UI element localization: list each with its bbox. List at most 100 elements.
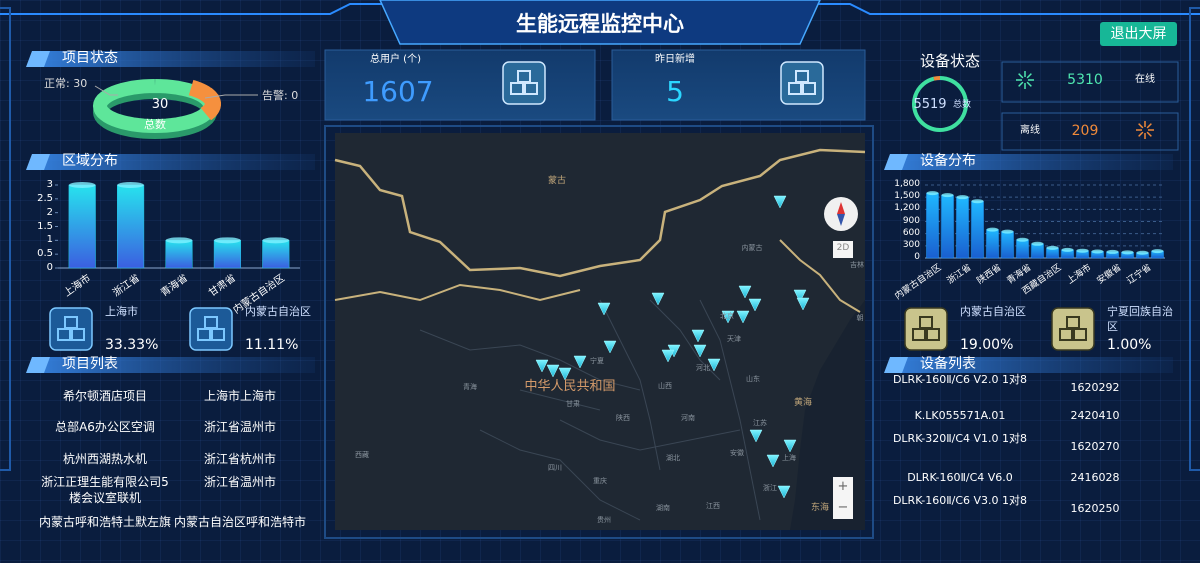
map-label: 湖北 (666, 454, 680, 462)
map-marker (558, 367, 572, 381)
map-label: 安徽 (730, 449, 744, 457)
bar-cap (926, 191, 939, 196)
y-tick-label: 1,800 (894, 179, 920, 189)
bar (165, 240, 193, 269)
bar-cap (1061, 247, 1074, 252)
share-name: 内蒙古自治区 (960, 305, 1026, 318)
map-label: 重庆 (593, 477, 607, 485)
map-marker (783, 439, 797, 453)
map-marker (749, 429, 763, 443)
list-cell: DLRK-160Ⅱ/C6 V2.0 1对8 (892, 373, 1028, 386)
map-label: 河南 (681, 414, 695, 422)
map-marker (691, 329, 705, 343)
map-label: 宁夏 (590, 357, 604, 365)
donut-highlight (188, 79, 221, 121)
y-tick-label: 2 (46, 206, 53, 218)
panel-header-bar (32, 154, 315, 170)
y-tick-label: 0 (914, 252, 920, 262)
map-label: 陕西 (616, 414, 630, 422)
panel-header-bar (890, 357, 1173, 373)
new-label: 昨日新增 (655, 54, 695, 65)
map-label: 黄海 (793, 398, 812, 408)
map-marker (603, 340, 617, 354)
map-border (334, 283, 581, 302)
exit-button[interactable]: 退出大屏 (1110, 26, 1167, 42)
list-cell: DLRK-160Ⅱ/C4 V6.0 (907, 471, 1013, 484)
map-label: 中华人民共和国 (524, 379, 616, 394)
map-province-line (419, 329, 641, 391)
panel-header-accent (26, 154, 50, 170)
stat-icon-block (510, 82, 524, 95)
right-edge (1189, 7, 1200, 471)
stat-icon-block (1073, 328, 1087, 341)
gauge-total: 5519 (913, 97, 947, 112)
map-marker (748, 298, 762, 312)
map-province-line (649, 299, 721, 381)
stat-icon-block (788, 82, 802, 95)
panel-header-accent (884, 357, 908, 373)
list-cell: 内蒙古自治区呼和浩特市 (173, 515, 306, 529)
panel-title: 项目列表 (62, 356, 118, 372)
share-name: 内蒙古自治区 (245, 305, 311, 318)
y-tick-label: 600 (902, 227, 920, 238)
gauge-label: 总数 (952, 100, 971, 110)
bar-cap (1001, 229, 1014, 234)
list-cell: 1620250 (1070, 502, 1120, 515)
map-marker (597, 302, 611, 316)
list-cell: 1620292 (1070, 381, 1120, 394)
share-name: 宁夏回族自治区 (1107, 305, 1173, 333)
y-tick-label: 0 (46, 262, 53, 273)
bar (971, 200, 984, 259)
share-value: 11.11% (245, 337, 299, 353)
list-cell: 浙江省杭州市 (203, 452, 276, 466)
map-province-line (699, 299, 761, 521)
map-label: 贵州 (597, 516, 611, 524)
map-label: 内蒙古 (741, 244, 763, 252)
map-label: 蒙古 (547, 176, 566, 186)
map-2d-button: 2D (836, 243, 850, 253)
list-cell: 浙江正理生能有限公司5楼会议室联机 (41, 475, 169, 506)
map-label: 东海 (810, 503, 829, 513)
users-value: 1607 (362, 75, 434, 108)
list-cell: DLRK-160Ⅱ/C6 V3.0 1对8 (892, 494, 1028, 507)
map-zoom-in: + (837, 479, 849, 494)
y-tick-label: 1,200 (894, 203, 920, 214)
stat-icon-block (524, 82, 538, 95)
stat-icon-block (211, 328, 225, 341)
map-marker (661, 349, 675, 363)
y-tick-label: 300 (902, 239, 920, 250)
bar-cap (1091, 249, 1104, 254)
exit-button-bg (1100, 22, 1177, 46)
map-marker (766, 454, 780, 468)
bar (213, 240, 241, 269)
normal-label: 正常: 30 (44, 77, 88, 90)
offline-label: 离线 (1020, 125, 1040, 136)
map-frame (324, 125, 874, 539)
map-label: 四川 (548, 464, 562, 472)
bar (941, 194, 954, 259)
bar (1031, 243, 1044, 259)
online-box (1001, 61, 1179, 103)
bar-cap (214, 237, 241, 244)
list-cell: 2416028 (1070, 471, 1120, 484)
bar (926, 192, 939, 259)
bar-cap (941, 193, 954, 198)
map-marker (793, 289, 807, 303)
status-icon-ray (1018, 73, 1024, 79)
bar (68, 184, 96, 269)
map-province-line (599, 299, 661, 471)
map-compass-needle (837, 202, 845, 214)
panel-header-bar (32, 357, 315, 373)
map-marker (773, 195, 787, 209)
y-tick-label: 2.5 (37, 192, 53, 204)
stat-icon-block (802, 82, 816, 95)
bar-cap (956, 195, 969, 200)
map-sea (790, 300, 865, 530)
bar-cap (1046, 245, 1059, 250)
list-cell: 希尔顿酒店项目 (62, 389, 147, 403)
share-name: 上海市 (105, 305, 138, 318)
bar-cap (165, 237, 193, 244)
bar-cap (1031, 241, 1044, 246)
page-title: 生能远程监控中心 (516, 12, 684, 36)
